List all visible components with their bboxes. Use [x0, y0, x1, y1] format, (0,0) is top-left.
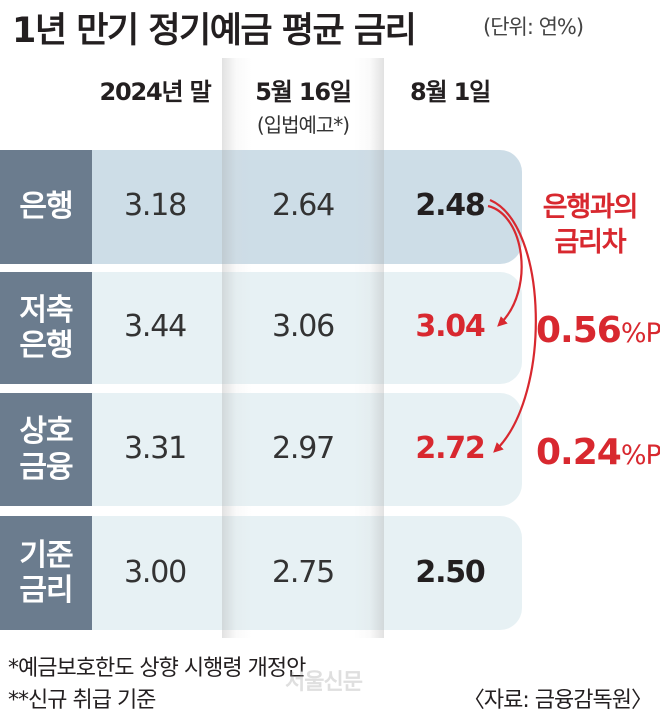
difference-title-line: 은행과의 [542, 192, 639, 223]
table-cell-base-2024: 3.00 [124, 555, 187, 590]
difference-unit: %P [620, 318, 660, 349]
table-cell-bank-may16: 2.64 [272, 188, 335, 223]
difference-number: 0.56 [536, 310, 622, 351]
table-cell-bank-aug1: 2.48 [415, 188, 485, 223]
row-label-line: 금리 [19, 573, 73, 608]
unit-label: (단위: 연%) [483, 15, 584, 39]
column-header-may16: 5월 16일 [255, 78, 352, 106]
row-label-mutual-finance: 상호 금융 [0, 393, 92, 506]
row-label-line: 은행 [19, 328, 73, 363]
row-label-line: 은행 [19, 189, 73, 225]
table-cell-bank-2024: 3.18 [124, 188, 187, 223]
column-header-2024: 2024년 말 [99, 78, 212, 106]
difference-value-savings: 0.56%P [536, 310, 660, 351]
table-cell-mutual-may16: 2.97 [272, 431, 335, 466]
footnote-legislative: *예금보호한도 상향 시행령 개정안 [8, 656, 306, 681]
table-cell-mutual-aug1: 2.72 [415, 431, 485, 466]
difference-unit: %P [620, 440, 660, 471]
difference-number: 0.24 [536, 432, 622, 473]
table-cell-savings-2024: 3.44 [124, 309, 187, 344]
row-label-base-rate: 기준 금리 [0, 516, 92, 630]
row-label-savings-bank: 저축 은행 [0, 272, 92, 384]
difference-value-mutual: 0.24%P [536, 432, 660, 473]
row-label-bank: 은행 [0, 150, 92, 264]
watermark-logo: 서울신문 [285, 670, 363, 695]
difference-title-line: 금리차 [554, 227, 627, 259]
row-label-line: 금융 [19, 449, 73, 485]
table-cell-savings-may16: 3.06 [272, 309, 335, 344]
row-label-line: 상호 [19, 414, 73, 450]
column-subheader-may16: (입법예고*) [256, 113, 350, 137]
column-header-aug1: 8월 1일 [410, 78, 491, 106]
row-label-line: 기준 [19, 537, 73, 573]
table-cell-mutual-2024: 3.31 [124, 431, 187, 466]
chart-title: 1년 만기 정기예금 평균 금리 [12, 11, 417, 51]
row-label-line: 저축 [19, 292, 73, 328]
table-cell-base-may16: 2.75 [272, 555, 335, 590]
difference-title: 은행과의 금리차 [530, 190, 650, 260]
table-cell-savings-aug1: 3.04 [415, 309, 485, 344]
source-label: 〈자료: 금융감독원〉 [462, 688, 653, 713]
table-cell-base-aug1: 2.50 [415, 555, 485, 590]
footnote-new-deposits: **신규 취급 기준 [8, 688, 156, 713]
